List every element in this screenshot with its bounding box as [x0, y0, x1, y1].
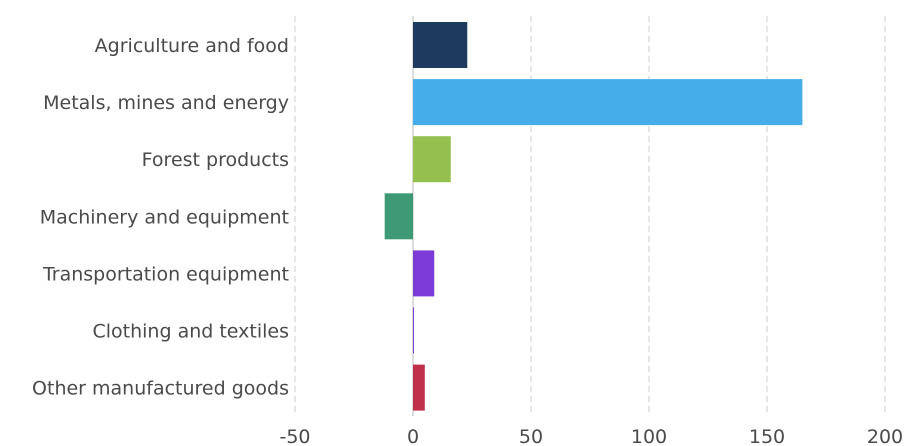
bar [384, 193, 413, 240]
x-tick-label: 200 [867, 426, 903, 446]
x-tick-label: 0 [407, 426, 419, 446]
x-tick-label: 100 [631, 426, 667, 446]
x-tick-label: 50 [519, 426, 543, 446]
x-tick-label: 150 [749, 426, 785, 446]
grid-layer [294, 16, 886, 416]
x-tick-labels: -50 0 50 100 150 200 [279, 426, 903, 446]
bar [413, 22, 468, 68]
category-label: Clothing and textiles [92, 321, 289, 343]
bar [413, 364, 425, 411]
category-label: Agriculture and food [95, 35, 289, 57]
category-label: Forest products [142, 149, 289, 171]
category-label: Metals, mines and energy [43, 92, 289, 114]
bar-layer [384, 22, 803, 411]
category-labels: Agriculture and food Metals, mines and en… [32, 35, 289, 400]
category-label: Machinery and equipment [40, 206, 289, 228]
bar [413, 307, 414, 354]
category-label: Other manufactured goods [32, 378, 289, 400]
x-tick-label: -50 [279, 426, 310, 446]
bar [413, 250, 435, 297]
bar [413, 79, 803, 126]
bar [413, 136, 451, 183]
category-label: Transportation equipment [42, 263, 289, 285]
